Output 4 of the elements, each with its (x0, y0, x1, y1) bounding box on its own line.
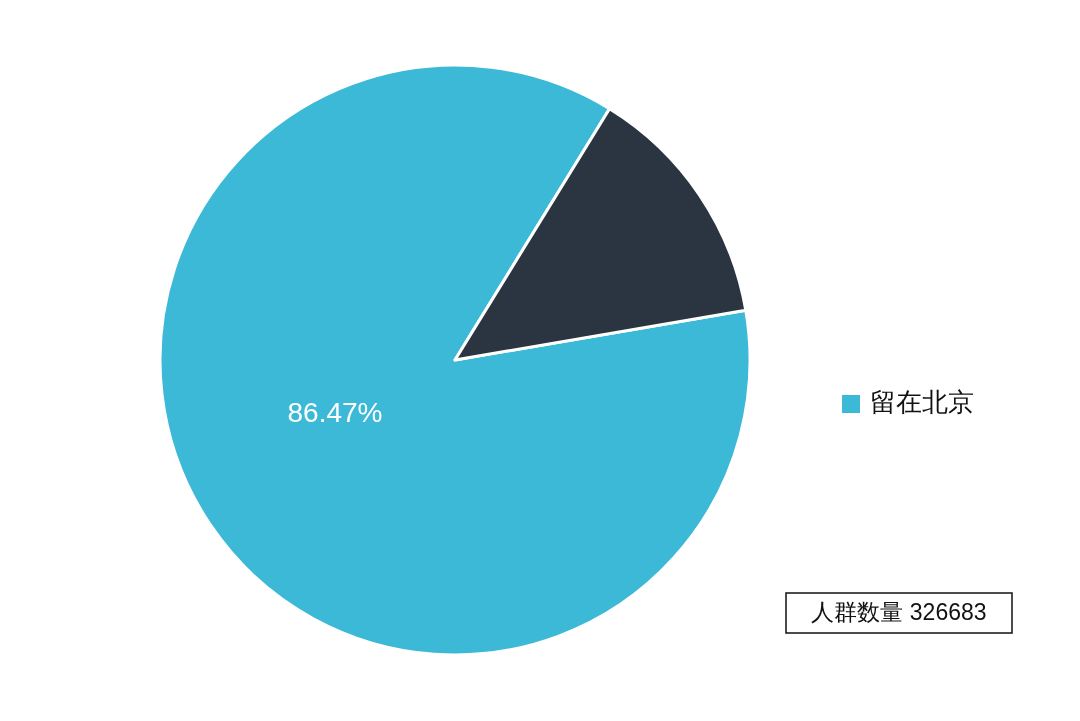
pie-slice (158, 63, 752, 656)
text: 人群数量 326683 (811, 599, 987, 626)
legend-label: 留在北京 (870, 386, 974, 417)
data-label: 86.47% (287, 396, 383, 428)
